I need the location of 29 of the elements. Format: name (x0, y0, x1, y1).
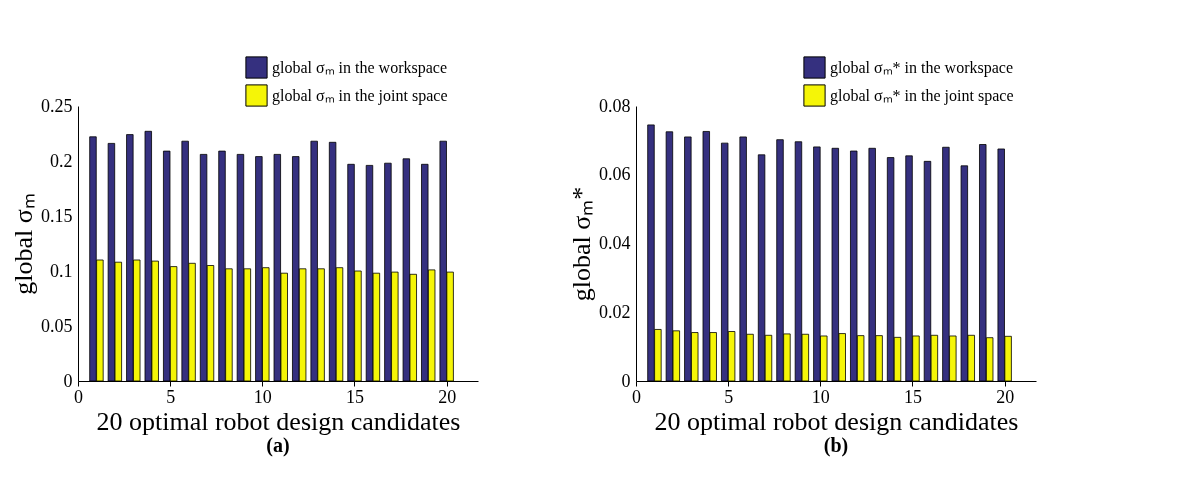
y-axis-title: global σₘ (9, 193, 38, 295)
x-tick-label: 5 (724, 386, 734, 407)
text: (a) (266, 434, 290, 457)
y-tick-label: 0.1 (50, 260, 73, 281)
x-axis-title: 20 optimal robot design candidates (654, 406, 1019, 436)
x-tick-label: 20 (996, 386, 1015, 407)
y-axis-title: global σₘ* (567, 186, 596, 302)
x-axis-title: 20 optimal robot design candidates (96, 406, 461, 436)
y-tick-label: 0.2 (50, 150, 73, 171)
x-tick-label: 10 (253, 386, 272, 407)
x-tick-label: 15 (346, 386, 364, 407)
y-tick-label: 0.08 (599, 95, 631, 116)
x-tick-label: 20 (438, 386, 457, 407)
legend-label: global σₘ in the joint space (272, 86, 448, 105)
legend-label: global σₘ* in the joint space (830, 86, 1014, 105)
legend-label: global σₘ* in the workspace (830, 58, 1014, 77)
y-tick-label: 0 (63, 370, 73, 391)
x-tick-label: 15 (904, 386, 922, 407)
x-tick-label: 5 (166, 386, 176, 407)
legend-label: global σₘ in the workspace (272, 58, 448, 77)
y-tick-label: 0.04 (599, 233, 631, 253)
y-tick-label: 0.06 (599, 164, 631, 185)
y-tick-label: 0.15 (41, 205, 73, 226)
y-tick-label: 0 (621, 370, 631, 391)
text: (b) (823, 434, 849, 457)
y-tick-label: 0.02 (599, 301, 631, 322)
y-tick-label: 0.05 (41, 315, 73, 336)
x-tick-label: 10 (811, 386, 830, 407)
y-tick-label: 0.25 (41, 95, 73, 116)
